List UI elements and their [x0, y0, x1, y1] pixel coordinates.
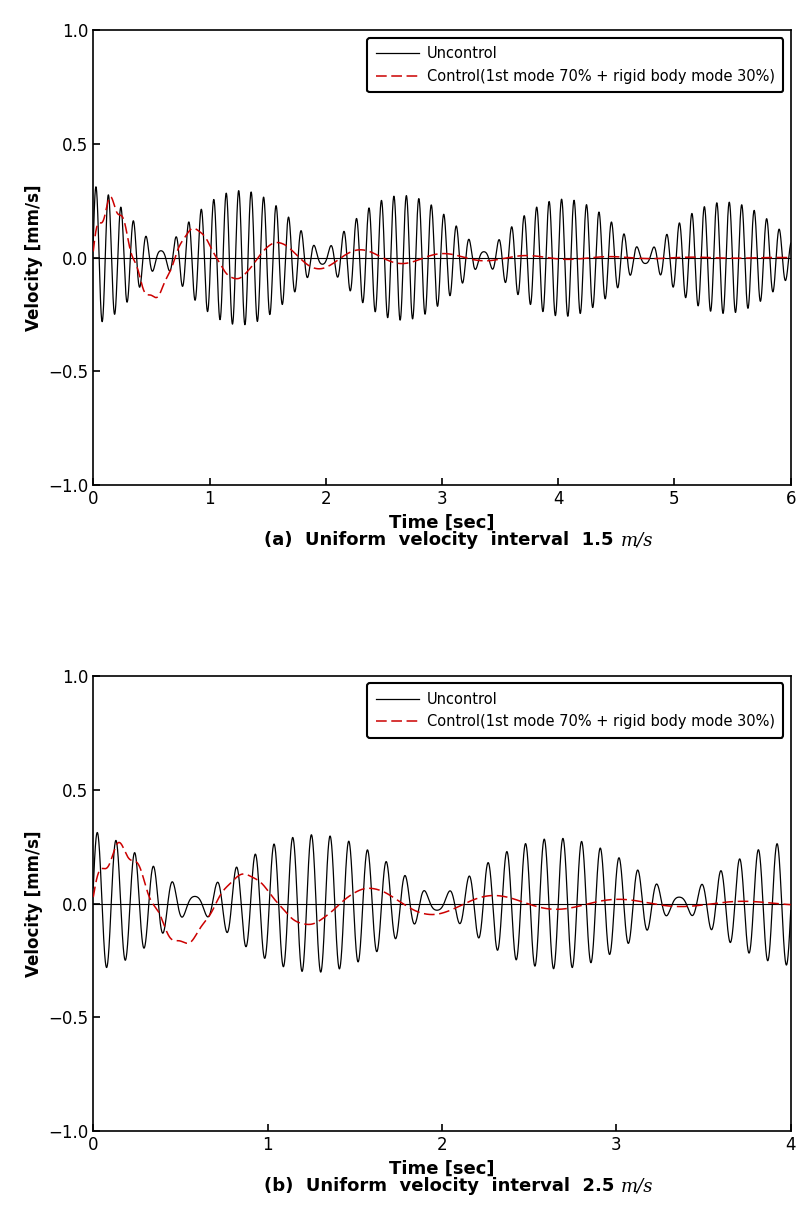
Control(1st mode 70% + rigid body mode 30%) — [88, 244, 98, 259]
Uncontrol — [534, 219, 543, 233]
Control(1st mode 70% + rigid body mode 30%) — [534, 249, 543, 264]
Control(1st mode 70% + rigid body mode 30%) — [776, 896, 786, 911]
Control(1st mode 70% + rigid body mode 30%) — [776, 250, 786, 265]
Uncontrol — [402, 874, 412, 889]
Legend: Uncontrol, Control(1st mode 70% + rigid body mode 30%): Uncontrol, Control(1st mode 70% + rigid … — [367, 683, 783, 738]
Text: m/s: m/s — [621, 1177, 654, 1195]
Uncontrol — [315, 964, 325, 979]
Control(1st mode 70% + rigid body mode 30%) — [694, 250, 704, 265]
Uncontrol — [776, 886, 786, 901]
Control(1st mode 70% + rigid body mode 30%) — [105, 190, 115, 204]
Uncontrol — [402, 191, 412, 206]
Control(1st mode 70% + rigid body mode 30%) — [784, 250, 794, 265]
Uncontrol — [534, 919, 543, 934]
Uncontrol — [714, 221, 723, 236]
Control(1st mode 70% + rigid body mode 30%) — [714, 250, 723, 265]
Control(1st mode 70% + rigid body mode 30%) — [534, 900, 543, 914]
Control(1st mode 70% + rigid body mode 30%) — [402, 899, 412, 913]
Uncontrol — [784, 931, 794, 946]
Uncontrol — [88, 235, 98, 249]
Control(1st mode 70% + rigid body mode 30%) — [151, 291, 161, 305]
Uncontrol — [88, 880, 98, 895]
Text: (a)  Uniform  velocity  interval  1.5: (a) Uniform velocity interval 1.5 — [264, 531, 620, 550]
Uncontrol — [786, 236, 796, 250]
Control(1st mode 70% + rigid body mode 30%) — [114, 835, 124, 850]
Control(1st mode 70% + rigid body mode 30%) — [786, 897, 796, 912]
Uncontrol — [694, 883, 704, 897]
X-axis label: Time [sec]: Time [sec] — [389, 513, 495, 531]
Uncontrol — [714, 871, 723, 885]
Uncontrol — [91, 180, 101, 195]
Text: (b)  Uniform  velocity  interval  2.5: (b) Uniform velocity interval 2.5 — [264, 1177, 620, 1195]
Y-axis label: Velocity [mm/s]: Velocity [mm/s] — [24, 831, 43, 976]
Uncontrol — [92, 826, 102, 840]
Line: Uncontrol: Uncontrol — [93, 833, 791, 972]
Y-axis label: Velocity [mm/s]: Velocity [mm/s] — [24, 185, 43, 331]
Text: m/s: m/s — [620, 531, 653, 550]
Control(1st mode 70% + rigid body mode 30%) — [714, 896, 723, 911]
Control(1st mode 70% + rigid body mode 30%) — [694, 899, 704, 913]
Control(1st mode 70% + rigid body mode 30%) — [88, 890, 98, 905]
X-axis label: Time [sec]: Time [sec] — [389, 1159, 495, 1177]
Uncontrol — [694, 289, 704, 304]
Line: Uncontrol: Uncontrol — [93, 187, 791, 325]
Control(1st mode 70% + rigid body mode 30%) — [402, 255, 412, 270]
Control(1st mode 70% + rigid body mode 30%) — [182, 936, 192, 951]
Uncontrol — [240, 317, 250, 332]
Legend: Uncontrol, Control(1st mode 70% + rigid body mode 30%): Uncontrol, Control(1st mode 70% + rigid … — [367, 38, 783, 92]
Line: Control(1st mode 70% + rigid body mode 30%): Control(1st mode 70% + rigid body mode 3… — [93, 197, 791, 298]
Line: Control(1st mode 70% + rigid body mode 30%): Control(1st mode 70% + rigid body mode 3… — [93, 843, 791, 944]
Control(1st mode 70% + rigid body mode 30%) — [786, 250, 796, 265]
Uncontrol — [786, 903, 796, 918]
Uncontrol — [784, 246, 794, 260]
Uncontrol — [776, 236, 786, 250]
Control(1st mode 70% + rigid body mode 30%) — [784, 897, 794, 912]
